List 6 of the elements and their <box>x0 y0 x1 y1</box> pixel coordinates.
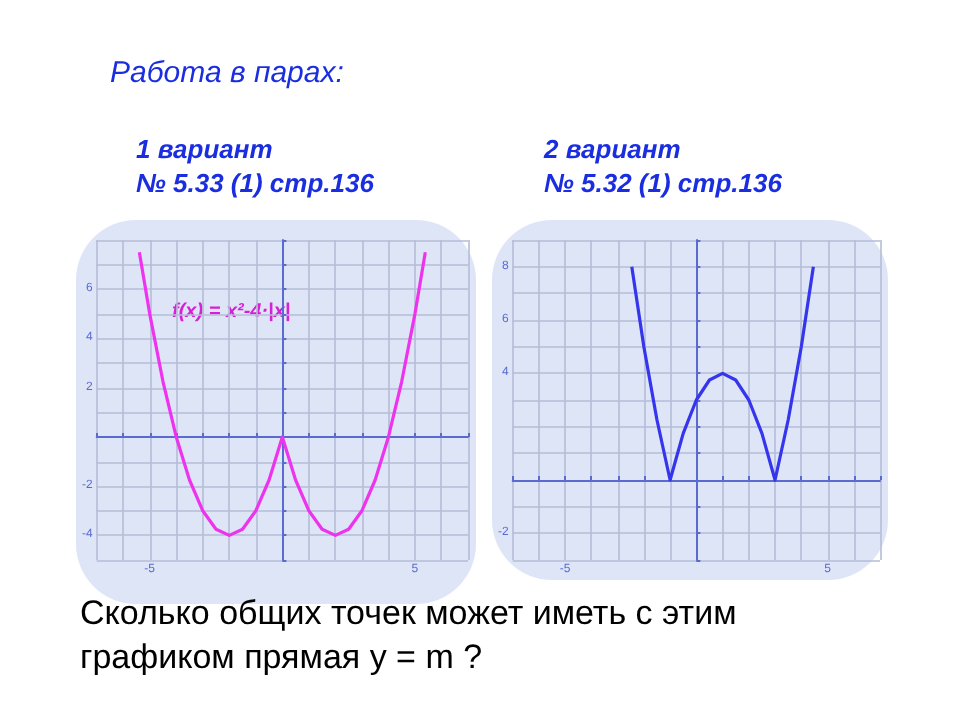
line-series <box>137 250 427 537</box>
text: Работа в парах: <box>110 56 344 90</box>
chart-title: 2 вариант № 5.32 (1) стр.136 <box>544 132 782 200</box>
chart-title: 1 вариант № 5.33 (1) стр.136 <box>136 132 374 200</box>
line-series <box>630 265 815 482</box>
text: Сколько общих точек может иметь с этим графиком прямая y = m ? <box>80 592 739 680</box>
